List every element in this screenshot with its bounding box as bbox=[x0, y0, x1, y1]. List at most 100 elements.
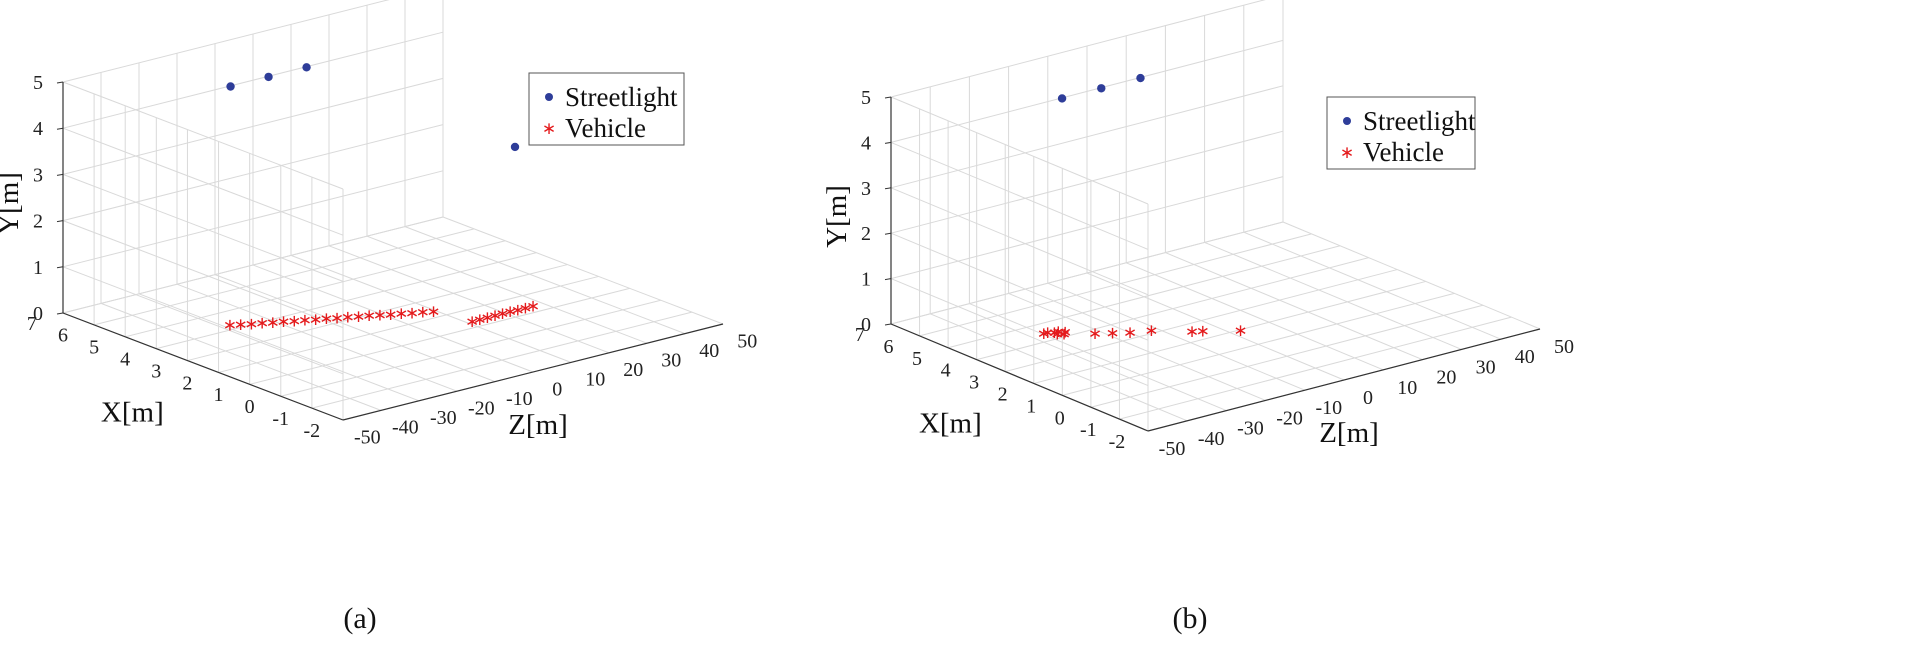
vehicle-point: ∗ bbox=[234, 315, 248, 335]
gridline bbox=[890, 85, 1284, 189]
z-tick-label: -40 bbox=[392, 417, 419, 439]
gridline bbox=[1282, 221, 1541, 330]
y-tick-mark bbox=[56, 81, 64, 84]
legend-star-icon: ∗ bbox=[542, 119, 556, 139]
vehicle-point: ∗ bbox=[518, 298, 532, 318]
gridline bbox=[890, 39, 1284, 143]
vehicle-point: ∗ bbox=[298, 311, 312, 331]
gridline bbox=[62, 173, 344, 282]
gridline bbox=[62, 216, 444, 314]
z-tick-label: -50 bbox=[354, 426, 381, 448]
streetlight-point bbox=[226, 82, 235, 91]
legend-box bbox=[1326, 96, 1476, 170]
gridline bbox=[62, 31, 444, 129]
y-tick-label: 2 bbox=[33, 211, 43, 233]
gridline bbox=[62, 124, 444, 222]
x-axis-title: X[m] bbox=[101, 396, 164, 428]
vehicle-point: ∗ bbox=[244, 314, 258, 334]
vehicle-point: ∗ bbox=[276, 312, 290, 332]
y-tick-mark bbox=[884, 187, 892, 190]
vehicle-point: ∗ bbox=[465, 312, 479, 332]
gridline bbox=[366, 235, 648, 344]
gridline bbox=[62, 81, 344, 190]
x-tick-label: 1 bbox=[214, 384, 224, 406]
z-tick-label: 30 bbox=[1476, 356, 1496, 378]
streetlight-point bbox=[1057, 94, 1067, 103]
x-tick-label: 4 bbox=[941, 360, 951, 382]
vehicle-point: ∗ bbox=[223, 316, 237, 336]
x-tick-label: 0 bbox=[245, 396, 255, 418]
vehicle-point: ∗ bbox=[341, 308, 355, 328]
gridline bbox=[890, 0, 1266, 98]
x-tick-label: 2 bbox=[998, 383, 1008, 405]
gridline bbox=[1126, 262, 1384, 371]
gridline bbox=[890, 232, 1149, 341]
streetlight-point bbox=[1136, 73, 1145, 83]
y-tick-label: 5 bbox=[861, 87, 871, 109]
gridline bbox=[214, 274, 496, 383]
z-tick-label: 20 bbox=[1436, 367, 1456, 389]
z-tick-label: -40 bbox=[1198, 428, 1225, 450]
x-tick-label: -2 bbox=[1109, 431, 1126, 453]
y-tick-label: 2 bbox=[861, 223, 871, 245]
grid bbox=[62, 0, 724, 421]
legend-star-icon: ∗ bbox=[1340, 143, 1354, 163]
legend-label: Vehicle bbox=[565, 113, 646, 143]
vehicle-point: ∗ bbox=[473, 310, 487, 330]
z-tick-label: -30 bbox=[430, 407, 457, 429]
vehicle-point: ∗ bbox=[488, 306, 502, 326]
y-tick-mark bbox=[56, 127, 64, 130]
vehicle-point: ∗ bbox=[383, 305, 397, 325]
vehicle-point: ∗ bbox=[1040, 323, 1054, 343]
gridline bbox=[969, 303, 1227, 412]
gridline bbox=[1086, 272, 1345, 381]
legend: Streetlight ∗ Vehicle bbox=[528, 72, 685, 146]
y-tick-mark bbox=[884, 323, 892, 326]
streetlight-point bbox=[264, 72, 273, 82]
y-tick-mark bbox=[884, 232, 892, 235]
series-vehicle: ∗∗∗∗∗∗∗∗∗∗∗∗∗∗∗∗∗∗∗∗ ∗∗∗∗∗∗∗∗∗ bbox=[223, 296, 540, 335]
gridline bbox=[1243, 231, 1501, 340]
gridline bbox=[62, 266, 344, 375]
x-tick-label: 7 bbox=[855, 324, 865, 346]
x-axis-line bbox=[62, 312, 344, 421]
gridline bbox=[62, 0, 390, 83]
vehicle-point: ∗ bbox=[1057, 325, 1071, 345]
vehicle-point: ∗ bbox=[1144, 321, 1158, 341]
vehicle-point: ∗ bbox=[1196, 321, 1210, 341]
x-axis-title: X[m] bbox=[919, 407, 982, 439]
x-tick-label: 5 bbox=[89, 337, 99, 359]
series-vehicle: ∗∗∗∗∗∗∗ ∗ ∗ ∗ ∗ ∗∗ ∗ bbox=[1037, 321, 1248, 344]
legend: Streetlight ∗ Vehicle bbox=[1326, 96, 1476, 170]
gridline bbox=[890, 141, 1149, 250]
x-tick-label: 2 bbox=[182, 372, 192, 394]
vehicle-point: ∗ bbox=[416, 303, 430, 323]
z-axis-title: Z[m] bbox=[1319, 417, 1379, 449]
y-tick-label: 1 bbox=[33, 257, 43, 279]
y-tick-label: 4 bbox=[861, 132, 871, 154]
x-tick-label: 6 bbox=[58, 325, 68, 347]
y-axis-title: Y[m] bbox=[821, 185, 853, 248]
y-tick-mark bbox=[56, 266, 64, 269]
x-tick-label: -2 bbox=[304, 420, 321, 442]
y-tick-label: 0 bbox=[861, 314, 871, 336]
gridline bbox=[62, 77, 444, 175]
z-axis-line bbox=[342, 323, 724, 421]
y-axis-title: Y[m] bbox=[0, 172, 25, 235]
z-tick-label: 0 bbox=[1363, 387, 1373, 409]
vehicle-point: ∗ bbox=[362, 306, 376, 326]
axes bbox=[890, 97, 1541, 432]
z-axis-title: Z[m] bbox=[508, 409, 568, 441]
z-tick-label: -20 bbox=[1276, 407, 1303, 429]
gridline bbox=[62, 220, 344, 329]
x-tick-label: 5 bbox=[912, 348, 922, 370]
vehicle-point: ∗ bbox=[1047, 323, 1061, 343]
vehicle-point: ∗ bbox=[1105, 324, 1119, 344]
y-tick-label: 4 bbox=[33, 118, 43, 140]
y-tick-label: 3 bbox=[33, 164, 43, 186]
z-tick-label: -10 bbox=[1315, 397, 1342, 419]
legend-label: Streetlight bbox=[1363, 106, 1476, 136]
